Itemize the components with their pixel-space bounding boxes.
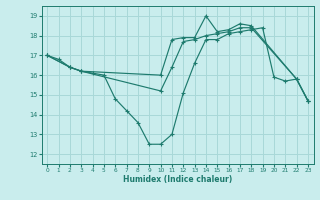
- X-axis label: Humidex (Indice chaleur): Humidex (Indice chaleur): [123, 175, 232, 184]
